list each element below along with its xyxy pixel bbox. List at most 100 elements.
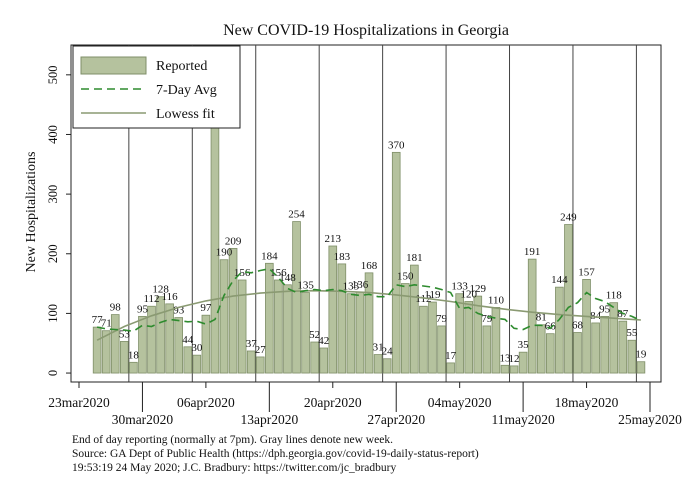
bar-label-1: 71	[101, 318, 112, 330]
bar-21	[283, 284, 292, 374]
bar-9	[174, 317, 183, 374]
bar-43	[482, 325, 492, 374]
bar-2	[110, 314, 120, 374]
bar-label-46: 12	[509, 353, 520, 365]
x-tick-label-3: 13apr2020	[240, 412, 298, 427]
bar-16	[237, 279, 247, 374]
footnote-reporting: End of day reporting (normally at 7pm). …	[72, 434, 393, 446]
y-axis-label: New Hospitalizations	[24, 152, 39, 273]
bar-label-59: 55	[626, 327, 638, 339]
bar-53	[573, 332, 582, 374]
bar-3	[120, 341, 129, 374]
y-axis: 0 100 200 300 400 500	[46, 45, 72, 382]
bar-38	[437, 325, 446, 374]
bar-37	[428, 301, 437, 374]
bar-label-48: 191	[524, 246, 541, 258]
bar-label-45: 13	[499, 352, 511, 364]
bar-label-8: 116	[162, 291, 179, 303]
bar-label-33: 370	[388, 139, 405, 151]
bar-label-54: 157	[578, 266, 595, 278]
bar-11	[192, 354, 202, 374]
bar-label-32: 24	[382, 346, 394, 358]
bar-51	[555, 286, 564, 374]
bar-label-20: 156	[270, 267, 287, 279]
bar-41	[464, 301, 474, 374]
bar-5	[138, 315, 147, 374]
bar-label-4: 18	[128, 349, 140, 361]
legend-label-avg: 7-Day Avg	[156, 83, 217, 98]
x-tick-label-1: 30mar2020	[112, 412, 174, 427]
bar-50	[546, 333, 555, 374]
bar-0	[92, 326, 102, 374]
y-tick-label-400: 400	[46, 125, 60, 144]
x-tick-label-0: 23mar2020	[48, 395, 110, 410]
bar-17	[246, 350, 256, 374]
bar-12	[201, 314, 211, 374]
bar-label-60: 19	[635, 349, 647, 361]
legend-label-reported: Reported	[156, 59, 207, 74]
bar-label-36: 112	[415, 293, 431, 305]
bar-8	[165, 303, 174, 374]
bar-label-11: 30	[191, 342, 203, 354]
bar-label-28: 133	[343, 281, 360, 293]
x-tick-label-8: 18may2020	[555, 395, 619, 410]
bar-34	[400, 283, 410, 374]
chart-title: New COVID-19 Hospitalizations in Georgia	[223, 22, 509, 39]
bar-57	[609, 302, 619, 374]
bar-40	[455, 293, 464, 374]
x-tick-label-5: 27apr2020	[367, 412, 425, 427]
bar-label-38: 79	[436, 313, 448, 325]
y-tick-label-500: 500	[46, 65, 60, 84]
x-tick-label-2: 06apr2020	[177, 395, 235, 410]
x-tick-label-4: 20apr2020	[304, 395, 362, 410]
legend-swatch-reported	[80, 56, 147, 75]
bar-33	[391, 151, 401, 374]
bar-label-42: 129	[470, 283, 487, 295]
bar-label-40: 133	[451, 281, 468, 293]
bar-46	[509, 365, 519, 374]
bar-label-51: 144	[551, 274, 568, 286]
bar-label-49: 81	[536, 312, 547, 324]
bar-label-5: 95	[137, 303, 149, 315]
bar-label-24: 52	[309, 329, 320, 341]
x-tick-label-6: 04may2020	[428, 395, 492, 410]
lines	[96, 267, 642, 341]
bar-label-6: 112	[143, 293, 159, 305]
bar-label-27: 183	[334, 251, 351, 263]
bar-56	[600, 315, 609, 374]
bar-label-23: 135	[297, 280, 314, 292]
bar-36	[419, 305, 428, 374]
bar-label-10: 44	[182, 334, 194, 346]
bar-19	[265, 262, 274, 374]
bar-29	[355, 291, 365, 374]
legend-box	[72, 45, 241, 129]
bar-35	[410, 264, 419, 374]
bar-52	[564, 224, 573, 374]
bar-23	[301, 292, 310, 374]
bar-27	[337, 263, 347, 374]
y-tick-label-200: 200	[46, 244, 60, 263]
bar-47	[518, 351, 528, 374]
bar-28	[346, 293, 356, 374]
bar-label-3: 53	[119, 328, 131, 340]
bar-label-22: 254	[288, 209, 305, 221]
bar-54	[582, 279, 591, 374]
bar-58	[618, 320, 628, 374]
bar-26	[328, 245, 338, 374]
bar-32	[382, 358, 392, 374]
bar-6	[147, 305, 156, 374]
footnote-source: Source: GA Dept of Public Health (https:…	[72, 448, 479, 460]
bar-label-17: 37	[246, 338, 258, 350]
seven-day-avg-line	[96, 267, 642, 333]
bar-7	[156, 296, 165, 374]
legend-label-lowess: Lowess fit	[156, 107, 215, 122]
bar-label-53: 68	[572, 319, 584, 331]
bar-30	[364, 272, 374, 374]
bar-42	[473, 295, 483, 374]
footnote-timestamp: 19:53:19 24 May 2020; J.C. Bradbury: htt…	[72, 462, 397, 474]
bar-label-2: 98	[110, 302, 122, 314]
bar-39	[446, 362, 455, 374]
bar-label-39: 17	[445, 350, 457, 362]
x-tick-label-9: 25may2020	[618, 412, 682, 427]
